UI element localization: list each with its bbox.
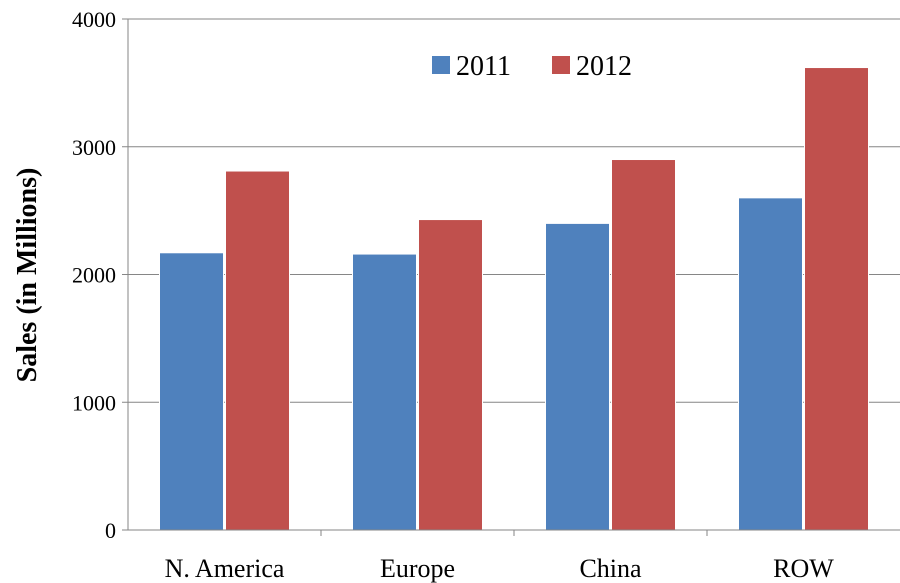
y-tick-label: 1000 <box>72 390 116 415</box>
category-label: ROW <box>773 554 834 583</box>
y-tick-labels: 0 1000 2000 3000 4000 <box>72 7 116 543</box>
bar-2011-row <box>738 197 803 531</box>
category-label: China <box>579 554 642 583</box>
legend-label: 2012 <box>576 51 632 82</box>
y-tick-label: 4000 <box>72 7 116 32</box>
legend: 2011 2012 <box>432 51 632 82</box>
category-label: Europe <box>380 554 455 583</box>
bar-2012-row <box>804 67 869 531</box>
y-tick-label: 2000 <box>72 263 116 288</box>
category-labels: N. America Europe China ROW <box>165 554 835 583</box>
legend-swatch-2012 <box>552 56 570 74</box>
y-axis-title: Sales (in Millions) <box>12 168 43 383</box>
bar-2011-n-america <box>159 252 224 531</box>
category-label: N. America <box>165 554 285 583</box>
axes <box>122 18 900 536</box>
bar-2012-china <box>611 159 676 531</box>
bar-2011-china <box>545 222 610 531</box>
legend-swatch-2011 <box>432 56 450 74</box>
y-tick-label: 3000 <box>72 135 116 160</box>
bars <box>159 67 869 531</box>
y-tick-label: 0 <box>105 518 116 543</box>
legend-label: 2011 <box>456 51 511 82</box>
bar-2012-europe <box>418 219 483 531</box>
bar-2011-europe <box>352 253 417 531</box>
bar-2012-n-america <box>225 170 290 531</box>
